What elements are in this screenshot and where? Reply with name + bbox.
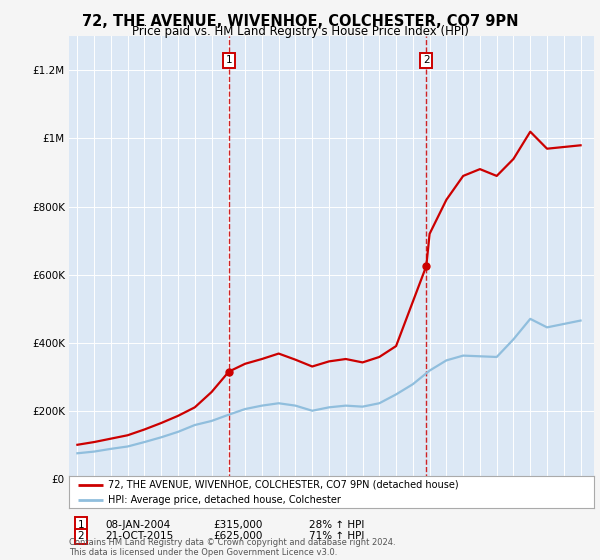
Text: 1: 1 — [77, 520, 85, 530]
Text: 08-JAN-2004: 08-JAN-2004 — [105, 520, 170, 530]
Text: 72, THE AVENUE, WIVENHOE, COLCHESTER, CO7 9PN: 72, THE AVENUE, WIVENHOE, COLCHESTER, CO… — [82, 14, 518, 29]
Text: 21-OCT-2015: 21-OCT-2015 — [105, 531, 173, 542]
Text: Price paid vs. HM Land Registry's House Price Index (HPI): Price paid vs. HM Land Registry's House … — [131, 25, 469, 38]
Text: 28% ↑ HPI: 28% ↑ HPI — [309, 520, 364, 530]
Text: 72, THE AVENUE, WIVENHOE, COLCHESTER, CO7 9PN (detached house): 72, THE AVENUE, WIVENHOE, COLCHESTER, CO… — [109, 480, 459, 490]
Text: Contains HM Land Registry data © Crown copyright and database right 2024.
This d: Contains HM Land Registry data © Crown c… — [69, 538, 395, 557]
Text: 1: 1 — [226, 55, 232, 65]
Text: 2: 2 — [423, 55, 430, 65]
Text: £315,000: £315,000 — [213, 520, 262, 530]
Text: £625,000: £625,000 — [213, 531, 262, 542]
Text: 2: 2 — [77, 531, 85, 542]
Text: HPI: Average price, detached house, Colchester: HPI: Average price, detached house, Colc… — [109, 494, 341, 505]
Text: 71% ↑ HPI: 71% ↑ HPI — [309, 531, 364, 542]
